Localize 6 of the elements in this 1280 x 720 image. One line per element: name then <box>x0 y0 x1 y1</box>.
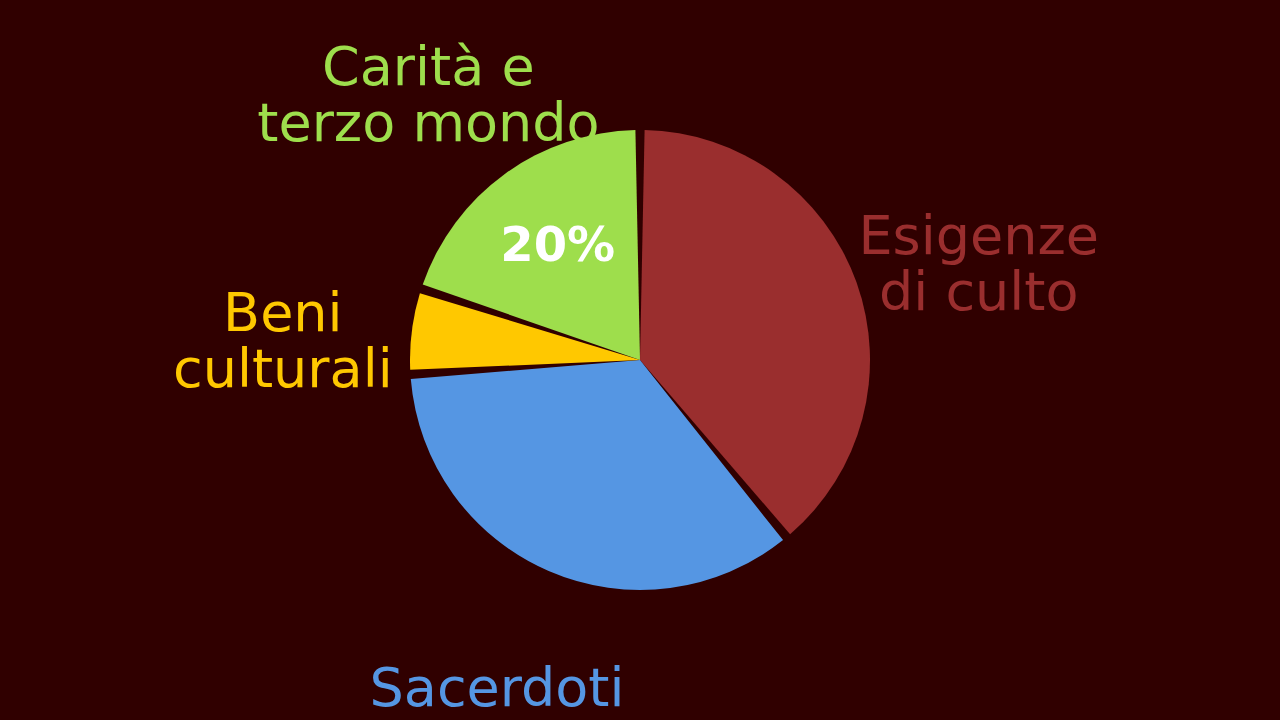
data-label: 20% <box>500 215 616 272</box>
slice-label: Beni culturali <box>173 280 393 400</box>
slice-label: Sacerdoti <box>369 656 625 720</box>
pie-slice <box>410 360 784 590</box>
slice-label: Carità e terzo mondo <box>257 34 600 154</box>
slice-label: Esigenze di culto <box>858 204 1099 324</box>
